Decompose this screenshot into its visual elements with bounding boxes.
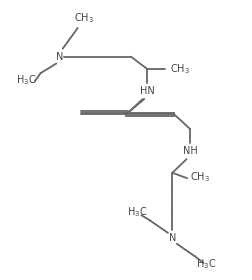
- Text: CH$_3$: CH$_3$: [73, 11, 93, 25]
- Text: N: N: [168, 233, 175, 243]
- Text: H$_3$C: H$_3$C: [196, 257, 216, 271]
- Text: N: N: [56, 52, 63, 62]
- Text: H$_3$C: H$_3$C: [16, 73, 36, 87]
- Text: CH$_3$: CH$_3$: [190, 170, 210, 184]
- Text: H$_3$C: H$_3$C: [126, 206, 146, 219]
- Text: HN: HN: [139, 86, 154, 96]
- Text: CH$_3$: CH$_3$: [169, 62, 189, 76]
- Text: NH: NH: [182, 146, 197, 156]
